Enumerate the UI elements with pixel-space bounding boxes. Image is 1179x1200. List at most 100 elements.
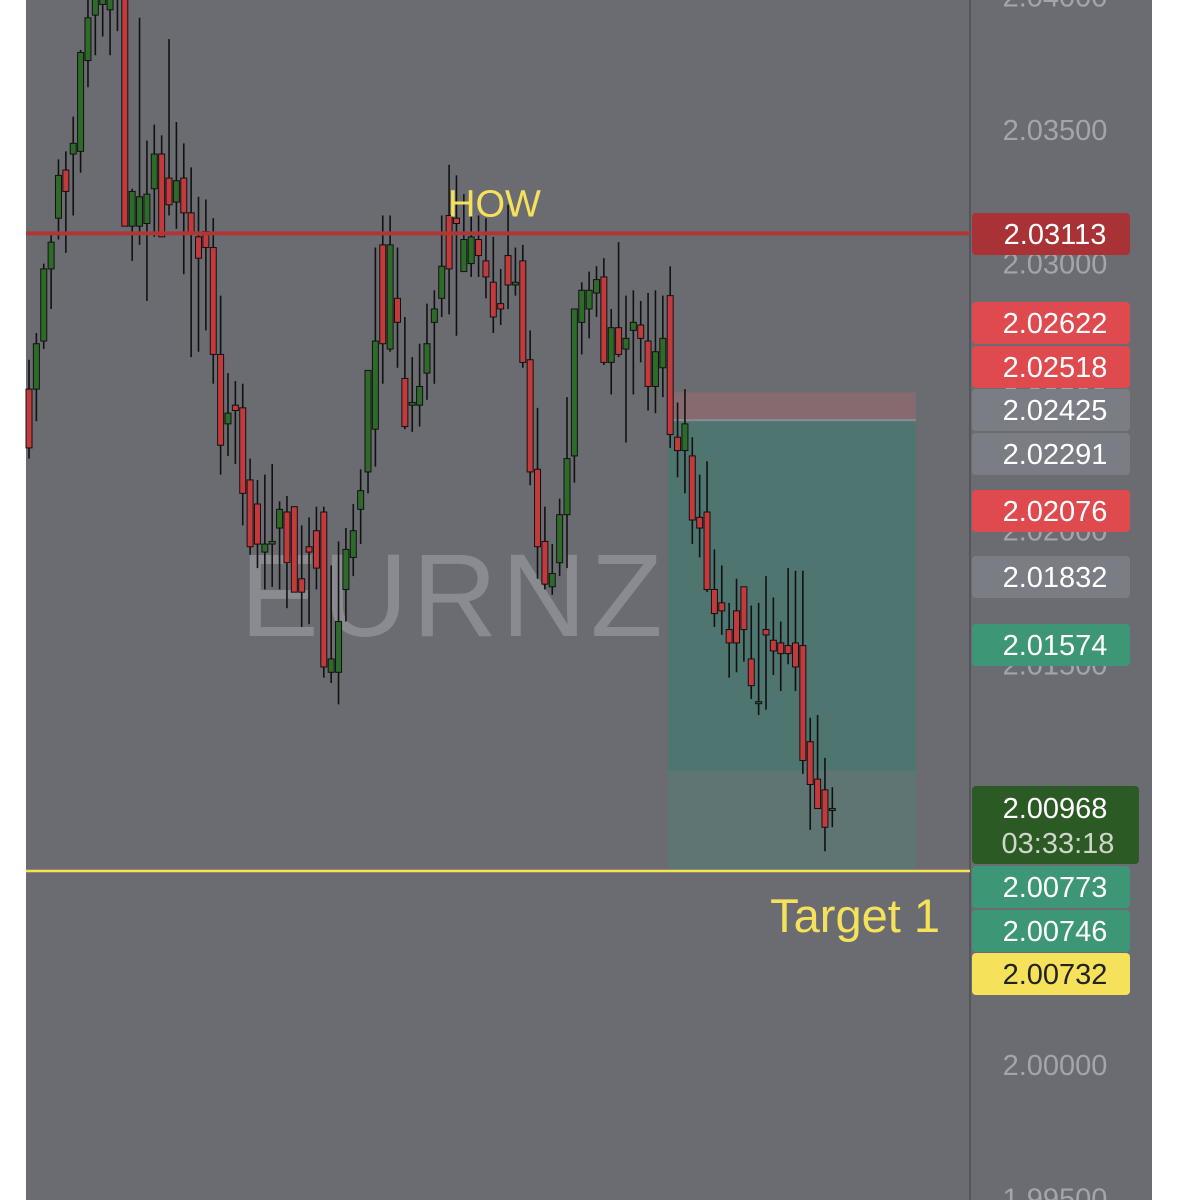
candle-body <box>482 260 490 278</box>
short-position-tool[interactable] <box>668 392 916 870</box>
candle-body <box>799 645 807 761</box>
candle-body <box>688 455 696 521</box>
candle <box>128 188 136 261</box>
candle-body <box>777 642 785 655</box>
candle-body <box>224 412 232 425</box>
badge-background <box>972 866 1130 908</box>
badge-background <box>972 433 1130 475</box>
badge-value: 2.00968 <box>1003 793 1108 825</box>
candle <box>740 586 748 662</box>
candle-body <box>548 572 556 588</box>
candle <box>276 501 284 590</box>
candle-body <box>747 658 755 687</box>
candle <box>180 143 188 275</box>
candle-body <box>217 353 225 446</box>
candle <box>762 576 770 710</box>
price-badge: 2.01832 <box>972 556 1130 598</box>
candle-body <box>762 629 770 636</box>
candle <box>511 247 519 296</box>
candle <box>696 474 704 558</box>
candle-body <box>526 359 534 473</box>
candle <box>268 463 276 587</box>
candle-body <box>556 514 564 564</box>
candle <box>143 140 151 301</box>
badge-background <box>972 786 1139 864</box>
candle <box>585 271 593 339</box>
candle-body <box>423 343 431 374</box>
candle <box>298 525 306 627</box>
candle-body <box>298 578 306 593</box>
badge-countdown: 03:33:18 <box>1002 828 1115 860</box>
y-tick-label: 2.00000 <box>1003 1050 1108 1082</box>
stop-loss-zone[interactable] <box>668 392 916 420</box>
candle-body <box>674 436 682 452</box>
candle-body <box>128 190 136 227</box>
badge-background <box>972 490 1130 532</box>
candle-body <box>784 645 792 655</box>
candle <box>195 196 203 352</box>
candle <box>814 715 822 810</box>
candle-body <box>519 260 527 363</box>
candle <box>799 570 807 774</box>
candle-body <box>158 153 166 238</box>
candle <box>379 215 387 384</box>
candle-body <box>408 401 416 406</box>
candle <box>253 479 261 569</box>
candle <box>651 290 659 414</box>
candle-body <box>121 0 129 227</box>
candle <box>217 295 225 475</box>
badge-value: 2.02076 <box>1003 496 1108 528</box>
candle <box>305 517 313 625</box>
candle <box>592 266 600 317</box>
candle-body <box>659 337 667 369</box>
badge-background <box>972 953 1130 995</box>
candle-body <box>460 239 468 273</box>
axis-background <box>970 0 1152 1200</box>
badge-value: 2.02425 <box>1003 395 1108 427</box>
candle <box>777 621 785 691</box>
candle-body <box>180 177 188 214</box>
price-badge: 2.00773 <box>972 866 1130 908</box>
candle-body <box>143 193 151 225</box>
candle-body <box>791 642 799 668</box>
candle-body <box>379 244 387 345</box>
candle <box>25 359 33 459</box>
badge-value: 2.02622 <box>1003 308 1108 340</box>
candle-body <box>585 289 593 310</box>
candle <box>335 541 343 705</box>
candle-body <box>253 503 261 545</box>
candle <box>688 437 696 545</box>
candle-body <box>696 516 704 529</box>
y-tick-label: 2.04000 <box>1003 0 1108 13</box>
candle <box>769 597 777 675</box>
candle-body <box>607 327 615 363</box>
candle <box>556 498 564 577</box>
candle-body <box>475 239 483 257</box>
candle-body <box>755 701 763 705</box>
candle <box>165 39 173 216</box>
candle <box>99 0 107 37</box>
candle-body <box>445 214 453 270</box>
candle-body <box>268 540 276 545</box>
candle <box>246 458 254 555</box>
price-badge: 2.02622 <box>972 302 1130 344</box>
candle-body <box>644 340 652 387</box>
candle <box>394 247 401 368</box>
candle-body <box>814 778 822 810</box>
badge-value: 2.02518 <box>1003 352 1108 384</box>
candle-body <box>504 255 512 286</box>
badge-value: 2.00732 <box>1003 959 1108 991</box>
price-badge: 2.01574 <box>972 624 1130 666</box>
badge-value: 2.02291 <box>1003 439 1108 471</box>
candle <box>659 295 667 398</box>
candle-body <box>629 321 637 331</box>
candle <box>637 300 645 363</box>
candle-body <box>187 212 195 235</box>
candle-body <box>349 530 357 558</box>
candle <box>40 263 48 350</box>
candle <box>622 295 630 443</box>
badge-value: 2.01832 <box>1003 562 1108 594</box>
candle-body <box>327 658 335 673</box>
